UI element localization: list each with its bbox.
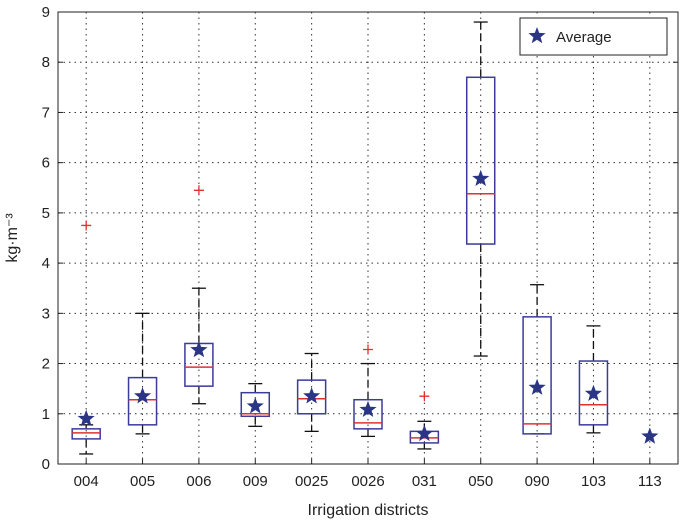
- x-tick-label: 103: [581, 473, 606, 490]
- x-tick-label: 050: [468, 473, 493, 490]
- y-tick-label: 6: [42, 155, 50, 172]
- y-axis-label: kg·m⁻³: [4, 213, 21, 263]
- x-tick-label: 006: [186, 473, 211, 490]
- mean-star: [190, 341, 208, 358]
- legend: Average: [519, 17, 668, 56]
- box: [465, 76, 496, 245]
- mean-star: [303, 387, 321, 404]
- mean-star: [472, 169, 490, 186]
- outlier-marker: [81, 220, 92, 231]
- y-tick-label: 2: [42, 356, 50, 373]
- x-axis: 004 005 006 009 0025 0026 031 050 090 103 113: [74, 459, 662, 490]
- mean-star: [246, 397, 264, 414]
- mean-star: [641, 427, 659, 444]
- y-tick-label: 8: [42, 54, 50, 71]
- grid: [58, 12, 678, 464]
- y-tick-label: 3: [42, 305, 50, 322]
- x-tick-label: 090: [525, 473, 550, 490]
- mean-star: [359, 400, 377, 417]
- legend-label: Average: [556, 29, 612, 46]
- box: [240, 391, 271, 418]
- x-axis-label: Irrigation districts: [308, 502, 429, 519]
- x-tick-label: 031: [412, 473, 437, 490]
- x-tick-label: 005: [130, 473, 155, 490]
- mean-star: [77, 409, 95, 427]
- x-tick-label: 0025: [295, 473, 328, 490]
- y-tick-label: 5: [42, 205, 50, 222]
- y-tick-label: 7: [42, 104, 50, 121]
- box: [296, 379, 327, 415]
- y-tick-label: 9: [42, 4, 50, 21]
- box-marks: [71, 21, 659, 455]
- y-tick-label: 1: [42, 406, 50, 423]
- outlier-marker: [363, 344, 373, 355]
- outlier-marker: [193, 185, 204, 196]
- mean-star: [134, 387, 152, 404]
- box: [71, 428, 101, 440]
- x-tick-label: 0026: [351, 473, 384, 490]
- legend-star-icon: [528, 27, 546, 44]
- outlier-marker: [419, 391, 430, 402]
- mean-star: [415, 424, 433, 442]
- x-tick-label: 004: [74, 473, 99, 490]
- y-tick-label: 4: [42, 255, 50, 272]
- mean-star: [528, 378, 546, 395]
- x-tick-label: 113: [638, 473, 662, 490]
- box: [353, 398, 383, 430]
- mean-star: [584, 384, 602, 401]
- y-tick-label: 0: [42, 456, 50, 473]
- y-axis: 0 1 2 3 4 5 6 7 8 9: [42, 4, 678, 473]
- x-tick-label: 009: [243, 473, 268, 490]
- box: [578, 360, 609, 426]
- box: [127, 376, 158, 426]
- box: [522, 316, 552, 435]
